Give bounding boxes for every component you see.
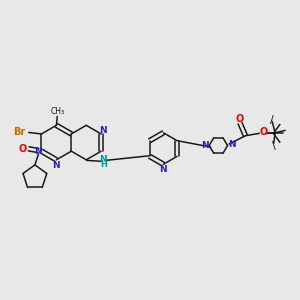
Text: N: N [99,126,106,135]
Text: N: N [228,140,236,149]
Text: O: O [235,114,244,124]
Text: O: O [260,127,268,137]
Text: N: N [201,141,208,150]
Text: H: H [100,160,107,169]
Text: \: \ [272,141,276,151]
Text: N: N [52,161,59,170]
Text: N: N [34,147,42,156]
Text: Br: Br [14,128,26,137]
Text: N: N [160,165,167,174]
Text: /: / [270,115,274,125]
Text: CH₃: CH₃ [50,107,64,116]
Text: N: N [99,155,106,164]
Text: O: O [18,144,26,154]
